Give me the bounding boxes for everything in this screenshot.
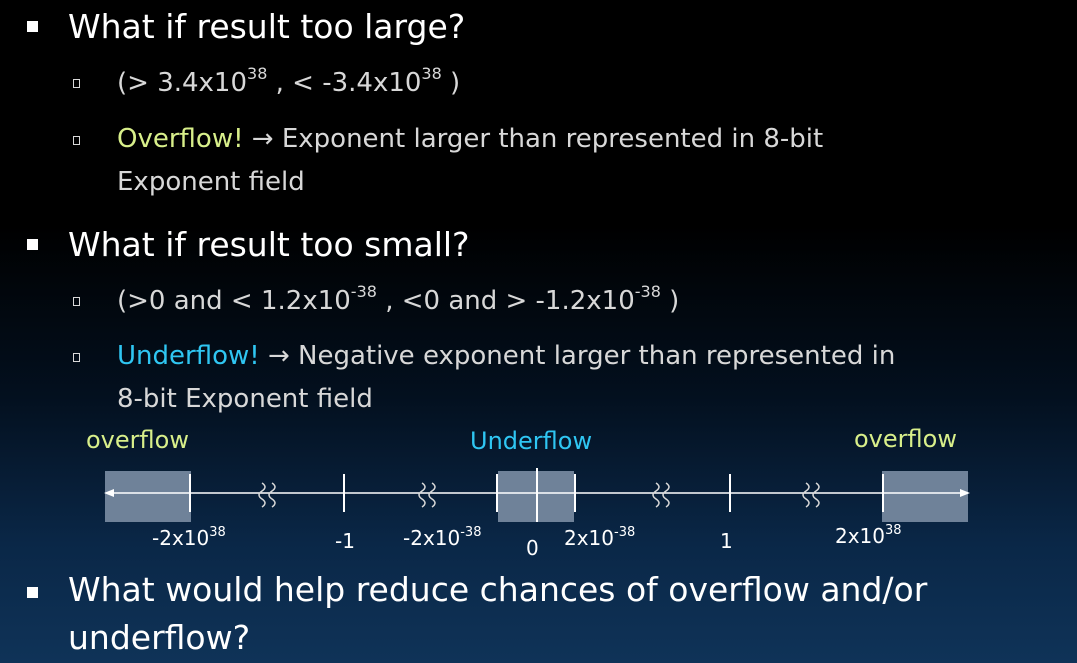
tick-label-neg-2e38: -2x1038: [152, 525, 226, 550]
arrowhead-left-icon: [104, 489, 114, 497]
overflow-left-label: overflow: [86, 426, 189, 454]
arrow-icon: →: [267, 341, 290, 371]
arrow-icon: →: [251, 124, 274, 154]
axis-break-icon: [418, 482, 436, 508]
tick-label-pos-2e-38: 2x10-38: [564, 525, 636, 550]
bullet-2-text: What if result too small?: [68, 225, 470, 264]
overflow-right-region: [882, 471, 968, 522]
tick-label-pos-1: 1: [720, 529, 733, 553]
sub-bullet-underflow: Underflow! → Negative exponent larger th…: [117, 341, 896, 371]
sub-bullet-marker: [73, 136, 80, 145]
underflow-highlight: Underflow!: [117, 341, 260, 371]
sub-bullet-underflow-cont: 8-bit Exponent field: [117, 384, 373, 414]
sub-bullet-range-large: (> 3.4x1038 , < -3.4x1038 ): [117, 64, 461, 99]
axis-break-icon: [258, 482, 276, 508]
underflow-label: Underflow: [470, 427, 593, 455]
tick-label-zero: 0: [526, 536, 539, 560]
overflow-right-label: overflow: [854, 425, 957, 453]
tick-label-pos-2e38: 2x1038: [835, 523, 902, 548]
sub-bullet-marker: [73, 353, 80, 362]
bullet-1-text: What if result too large?: [68, 7, 466, 46]
overflow-left-region: [105, 471, 191, 522]
sub-bullet-marker: [73, 297, 80, 306]
tick-label-neg-1: -1: [335, 529, 355, 553]
bullet-marker: [27, 21, 38, 32]
sub-bullet-marker: [73, 79, 80, 88]
bullet-marker: [27, 239, 38, 250]
bullet-3-text-cont: underflow?: [68, 618, 251, 657]
axis-break-icon: [802, 482, 820, 508]
bullet-3-text: What would help reduce chances of overfl…: [68, 570, 928, 609]
arrowhead-right-icon: [960, 489, 970, 497]
axis-break-icon: [652, 482, 670, 508]
sub-bullet-range-small: (>0 and < 1.2x10-38 , <0 and > -1.2x10-3…: [117, 282, 680, 317]
sub-bullet-overflow: Overflow! → Exponent larger than represe…: [117, 124, 824, 154]
sub-bullet-overflow-cont: Exponent field: [117, 167, 305, 197]
bullet-marker: [27, 587, 38, 598]
overflow-highlight: Overflow!: [117, 124, 244, 154]
tick-label-neg-2e-38: -2x10-38: [403, 525, 482, 550]
